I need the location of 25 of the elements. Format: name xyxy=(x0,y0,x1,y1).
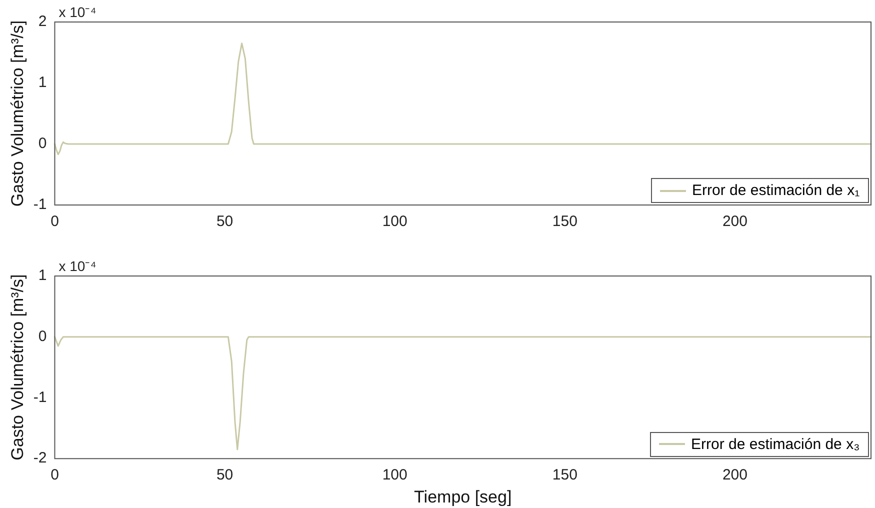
x-tick-label: 100 xyxy=(382,213,408,230)
y-tick-label: 0 xyxy=(38,328,47,346)
x-tick-label: 150 xyxy=(552,466,578,484)
y-tick-label: -1 xyxy=(33,388,47,406)
x-tick-label: 150 xyxy=(552,213,578,230)
y-axis-title: Gasto Volumétrico [m³/s] xyxy=(8,20,27,207)
x-tick-label: 0 xyxy=(50,466,59,484)
legend-label: Error de estimación de x₁ xyxy=(692,182,860,199)
y-tick-label: -1 xyxy=(33,196,47,214)
text: x 10⁻⁴ xyxy=(58,258,96,274)
text: x 10⁻⁴ xyxy=(58,4,96,20)
x-tick-label: 50 xyxy=(216,466,234,484)
y-axis-title: Gasto Volumétrico [m³/s] xyxy=(8,274,27,460)
y-tick-label: -2 xyxy=(33,450,47,467)
y-tick-label: 2 xyxy=(38,13,47,30)
y-tick-label: 0 xyxy=(38,135,47,152)
x-tick-label: 200 xyxy=(722,213,748,230)
x-tick-label: 200 xyxy=(722,466,748,484)
x-tick-label: 100 xyxy=(382,466,408,484)
x-tick-label: 0 xyxy=(50,213,59,230)
y-tick-label: 1 xyxy=(38,74,47,92)
x-axis-title: Tiempo [seg] xyxy=(414,487,512,506)
y-tick-label: 1 xyxy=(38,267,47,284)
x-tick-label: 50 xyxy=(216,213,234,230)
legend-label: Error de estimación de x₃ xyxy=(691,436,860,453)
